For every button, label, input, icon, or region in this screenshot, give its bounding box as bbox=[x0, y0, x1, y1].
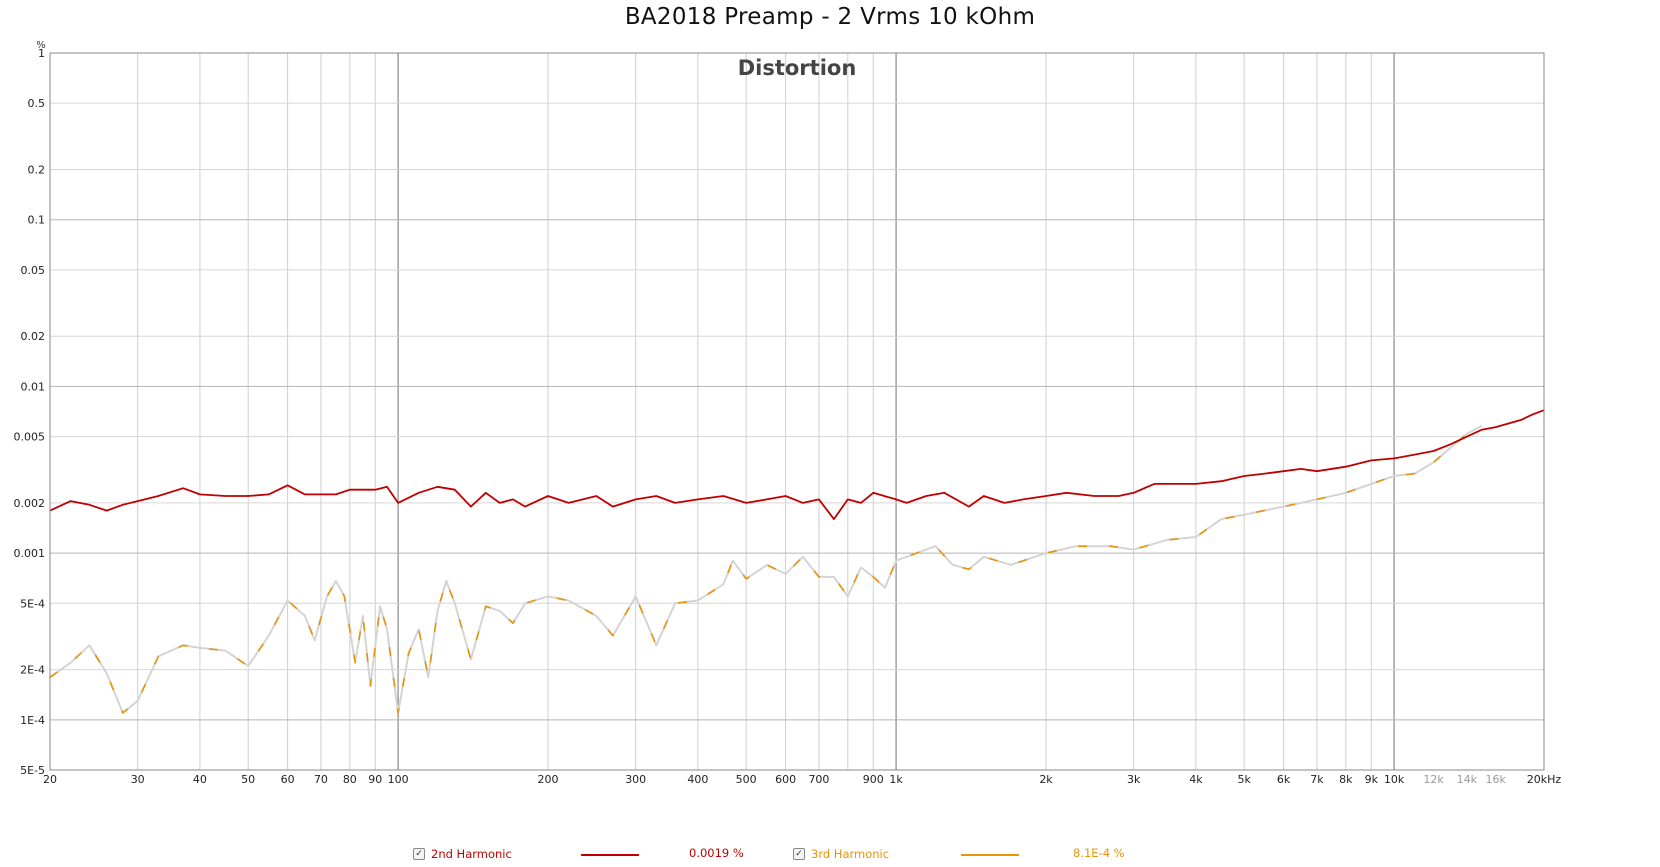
x-tick-label: 8k bbox=[1339, 773, 1353, 786]
x-tick-label: 900 bbox=[863, 773, 884, 786]
y-tick-label: 1E-4 bbox=[20, 714, 45, 727]
legend-value-3rd-harmonic: 8.1E-4 % bbox=[1073, 846, 1125, 860]
x-tick-label: 20 bbox=[43, 773, 57, 786]
page-title: BA2018 Preamp - 2 Vrms 10 kOhm bbox=[624, 4, 1036, 30]
x-tick-label: 500 bbox=[736, 773, 757, 786]
y-tick-label: 0.005 bbox=[14, 431, 46, 444]
y-tick-label: 0.05 bbox=[21, 264, 46, 277]
x-tick-label: 2k bbox=[1039, 773, 1053, 786]
y-tick-label: 0.02 bbox=[21, 330, 46, 343]
series-line-2nd-harmonic bbox=[49, 409, 1545, 520]
y-tick-label: 0.1 bbox=[28, 214, 46, 227]
x-tick-label: 16k bbox=[1486, 773, 1507, 786]
y-tick-label: 5E-5 bbox=[20, 764, 45, 777]
series-line-3rd-harmonic-base bbox=[49, 424, 1483, 714]
x-tick-label: 6k bbox=[1277, 773, 1291, 786]
distortion-chart: Distortion % 20 30 40 50 60 70 80 90 100 200 300 40… bbox=[14, 40, 1562, 786]
y-axis-label: % bbox=[36, 40, 46, 51]
x-tick-label: 70 bbox=[314, 773, 328, 786]
y-tick-label: 0.002 bbox=[14, 497, 46, 510]
legend-swatch-2nd-harmonic bbox=[581, 854, 639, 856]
x-tick-label: 14k bbox=[1457, 773, 1478, 786]
y-tick-label: 5E-4 bbox=[20, 597, 45, 610]
x-tick-label: 200 bbox=[538, 773, 559, 786]
x-tick-label: 10k bbox=[1384, 773, 1405, 786]
x-tick-label: 90 bbox=[368, 773, 382, 786]
x-tick-label: 300 bbox=[625, 773, 646, 786]
y-tick-labels: 1 0.5 0.2 0.1 0.05 0.02 0.01 0.005 0.002 0.001 5E-… bbox=[14, 47, 46, 777]
x-tick-labels: 20 30 40 50 60 70 80 90 100 200 300 400 500 600 700 900… bbox=[43, 773, 1561, 786]
x-tick-label: 60 bbox=[281, 773, 295, 786]
legend-label-2nd-harmonic: 2nd Harmonic bbox=[431, 847, 512, 861]
x-tick-label: 600 bbox=[775, 773, 796, 786]
legend-value-2nd-harmonic: 0.0019 % bbox=[689, 846, 744, 860]
x-tick-label: 1k bbox=[889, 773, 903, 786]
x-tick-label: 20kHz bbox=[1527, 773, 1562, 786]
legend-label-3rd-harmonic: 3rd Harmonic bbox=[811, 847, 890, 861]
y-tick-label: 0.01 bbox=[21, 380, 46, 393]
x-tick-label: 9k bbox=[1365, 773, 1379, 786]
y-tick-label: 2E-4 bbox=[20, 664, 45, 677]
y-tick-label: 0.5 bbox=[28, 97, 46, 110]
x-tick-label: 700 bbox=[808, 773, 829, 786]
x-tick-label: 4k bbox=[1189, 773, 1203, 786]
x-tick-label: 100 bbox=[388, 773, 409, 786]
legend-swatch-3rd-harmonic bbox=[961, 854, 1019, 856]
series-layer bbox=[49, 409, 1545, 714]
x-tick-label: 80 bbox=[343, 773, 357, 786]
x-tick-label: 3k bbox=[1127, 773, 1141, 786]
legend-item-3rd-harmonic[interactable]: ✓ 3rd Harmonic bbox=[793, 846, 889, 862]
checkbox-3rd-harmonic[interactable]: ✓ bbox=[793, 848, 805, 860]
x-tick-label: 12k bbox=[1423, 773, 1444, 786]
chart-title: Distortion bbox=[738, 56, 857, 80]
x-tick-label: 400 bbox=[687, 773, 708, 786]
plot-frame bbox=[49, 52, 1545, 771]
y-tick-label: 1 bbox=[38, 47, 45, 60]
checkbox-2nd-harmonic[interactable]: ✓ bbox=[413, 848, 425, 860]
x-tick-label: 50 bbox=[241, 773, 255, 786]
x-tick-label: 30 bbox=[131, 773, 145, 786]
grid-layer bbox=[49, 52, 1545, 771]
legend-item-2nd-harmonic[interactable]: ✓ 2nd Harmonic bbox=[413, 846, 512, 862]
y-tick-label: 0.2 bbox=[28, 164, 46, 177]
x-tick-label: 5k bbox=[1237, 773, 1251, 786]
x-tick-label: 40 bbox=[193, 773, 207, 786]
y-tick-label: 0.001 bbox=[14, 547, 46, 560]
x-tick-label: 7k bbox=[1310, 773, 1324, 786]
